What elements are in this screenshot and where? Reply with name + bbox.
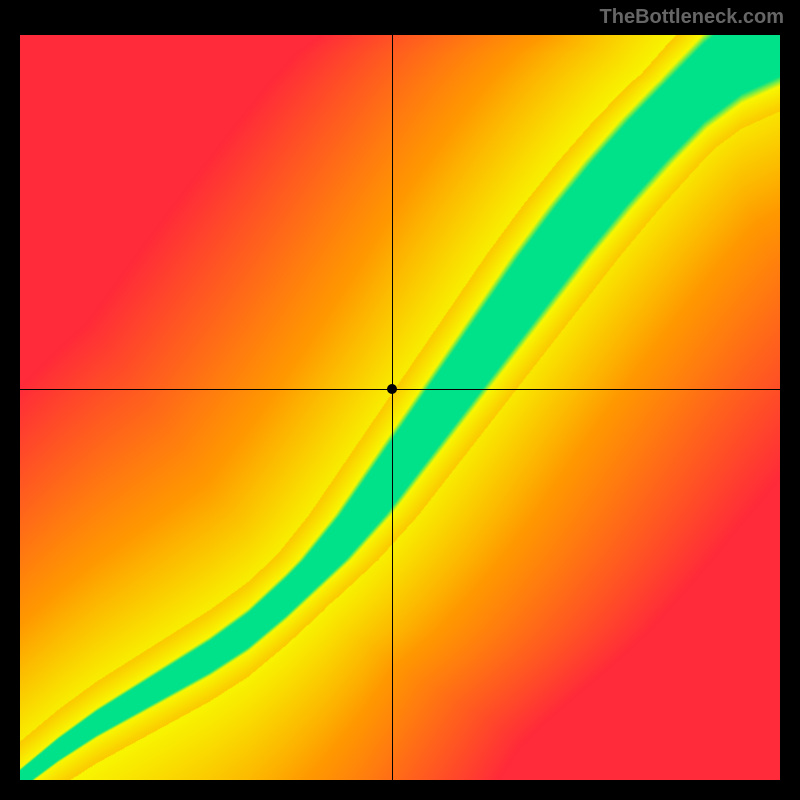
bottleneck-heatmap (20, 35, 780, 780)
watermark-text: TheBottleneck.com (600, 6, 784, 29)
marker-dot (387, 384, 397, 394)
crosshair-horizontal (20, 389, 780, 390)
crosshair-vertical (392, 35, 393, 780)
heatmap-canvas (20, 35, 780, 780)
